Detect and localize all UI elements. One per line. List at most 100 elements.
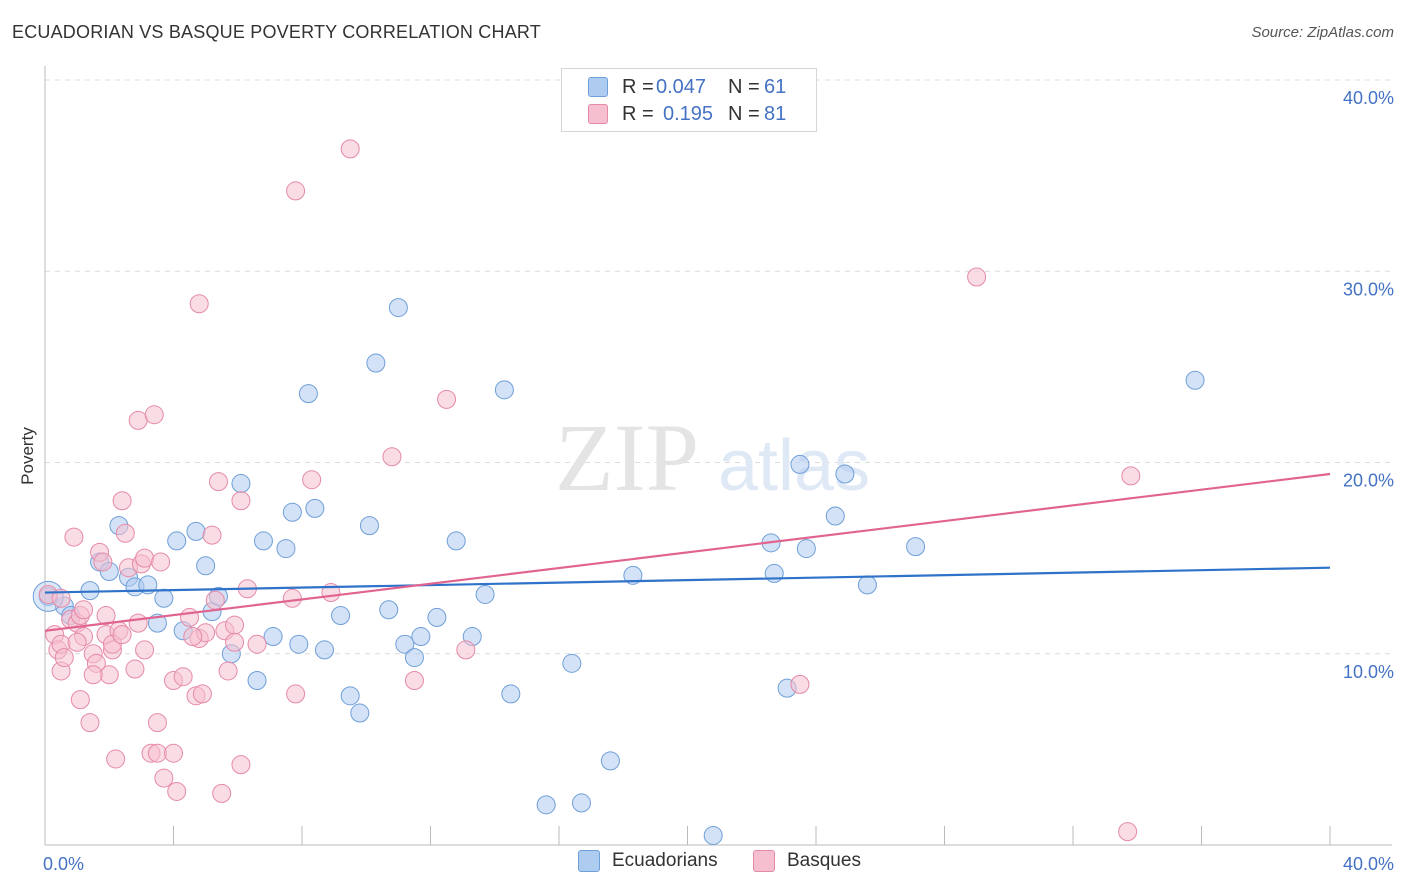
basque-point xyxy=(96,606,116,625)
ecuadorian-point xyxy=(411,627,431,647)
basque-point xyxy=(99,665,119,685)
basque-point xyxy=(967,267,987,287)
ecuadorian-point xyxy=(282,502,302,522)
basque-point xyxy=(189,294,209,314)
basque-point xyxy=(404,671,424,691)
ecuadorian-point xyxy=(600,751,620,771)
ecuadorian-point xyxy=(366,353,386,373)
basque-point xyxy=(212,783,232,803)
ecuadorian-point xyxy=(314,640,334,660)
ecuadorian-point xyxy=(790,454,810,474)
ecuadorian-point xyxy=(494,380,514,400)
basque-point xyxy=(74,600,94,620)
basque-point xyxy=(205,590,225,610)
basque-point xyxy=(286,684,306,704)
basque-point xyxy=(135,640,155,660)
y-tick-label: 10.0% xyxy=(1343,662,1394,682)
basque-point xyxy=(125,659,145,679)
basque-point xyxy=(790,674,810,694)
basque-point xyxy=(1121,466,1141,486)
ecuadorian-point xyxy=(154,588,174,608)
basque-point xyxy=(218,661,238,681)
basque-point xyxy=(144,405,164,425)
basque-point xyxy=(83,665,103,685)
y-axis-label: Poverty xyxy=(18,427,37,485)
ecuadorian-point xyxy=(305,498,325,518)
basque-point xyxy=(115,523,135,543)
ecuadorian-point xyxy=(623,565,643,585)
basque-point xyxy=(51,588,71,608)
ecuadorian-point xyxy=(404,648,424,668)
ecuadorians-trend-line xyxy=(44,566,1331,594)
basque-point xyxy=(67,632,87,652)
trend-lines xyxy=(44,472,1331,632)
basque-point xyxy=(231,755,251,775)
ecuadorian-point xyxy=(835,464,855,484)
watermark-zip: ZIP xyxy=(555,404,699,511)
basque-point xyxy=(147,743,167,763)
ecuadorian-point xyxy=(247,671,267,691)
axes xyxy=(44,66,1392,846)
watermark: ZIP atlas xyxy=(555,404,870,511)
ecuadorian-point xyxy=(276,539,296,559)
y-tick-label: 20.0% xyxy=(1343,471,1394,491)
ecuadorian-point xyxy=(196,556,216,576)
ecuadorian-point xyxy=(475,584,495,604)
r-value: 0.047 xyxy=(656,75,707,98)
ecuadorian-point xyxy=(562,653,582,673)
y-tick-label: 40.0% xyxy=(1343,88,1394,108)
ecuadorian-point xyxy=(340,686,360,706)
ecuadorians-swatch xyxy=(588,77,608,97)
basque-point xyxy=(302,470,322,490)
correlation-legend: R = 0.047 N = 61 R = 0.195 N = 81 xyxy=(561,68,817,132)
ecuadorian-point xyxy=(446,531,466,551)
ecuadorian-point xyxy=(796,539,816,559)
basque-point xyxy=(128,410,148,430)
ecuadorian-point xyxy=(350,703,370,723)
basque-point xyxy=(286,181,306,201)
legend-item-basques[interactable]: Basques xyxy=(753,850,861,872)
basque-point xyxy=(208,472,228,492)
ecuadorian-point xyxy=(298,384,318,404)
basque-point xyxy=(456,640,476,660)
ecuadorian-point xyxy=(231,474,251,494)
y-tick-labels: 10.0% 20.0% 30.0% 40.0% xyxy=(1343,88,1394,682)
basque-point xyxy=(173,667,193,687)
ecuadorian-point xyxy=(825,506,845,526)
basque-point xyxy=(183,627,203,647)
basque-point xyxy=(437,389,457,409)
ecuadorian-point xyxy=(427,607,447,627)
basque-point xyxy=(154,768,174,788)
ecuadorian-point xyxy=(1185,370,1205,390)
ecuadorian-point xyxy=(501,684,521,704)
legend-item-ecuadorians[interactable]: Ecuadorians xyxy=(578,850,718,872)
basque-point xyxy=(382,447,402,467)
x-tick-labels: 0.0% 40.0% xyxy=(43,854,1394,874)
ecuadorian-point xyxy=(186,521,206,541)
legend-row-basques: R = 0.195 N = 81 xyxy=(588,102,786,126)
r-value: 0.195 xyxy=(663,102,714,125)
basque-point xyxy=(192,684,212,704)
basque-point xyxy=(1118,822,1138,842)
basques-trend-line xyxy=(44,472,1331,632)
basque-point xyxy=(180,607,200,627)
ecuadorian-point xyxy=(857,575,877,595)
basque-point xyxy=(93,552,113,572)
ecuadorian-point xyxy=(253,531,273,551)
basques-swatch xyxy=(753,850,775,872)
ecuadorian-point xyxy=(167,531,187,551)
y-tick-label: 30.0% xyxy=(1343,279,1394,299)
ecuadorian-point xyxy=(571,793,591,813)
basque-point xyxy=(54,648,74,668)
ecuadorian-point xyxy=(263,627,283,647)
ecuadorian-point xyxy=(395,634,415,654)
basque-point xyxy=(147,713,167,733)
series-ecuadorians xyxy=(32,298,1205,845)
series-legend: Ecuadorians Basques xyxy=(0,850,1406,878)
basque-point xyxy=(64,527,84,547)
ecuadorian-point xyxy=(379,600,399,620)
basque-point xyxy=(135,548,155,568)
grid-lines xyxy=(45,79,1392,655)
basque-point xyxy=(128,613,148,633)
